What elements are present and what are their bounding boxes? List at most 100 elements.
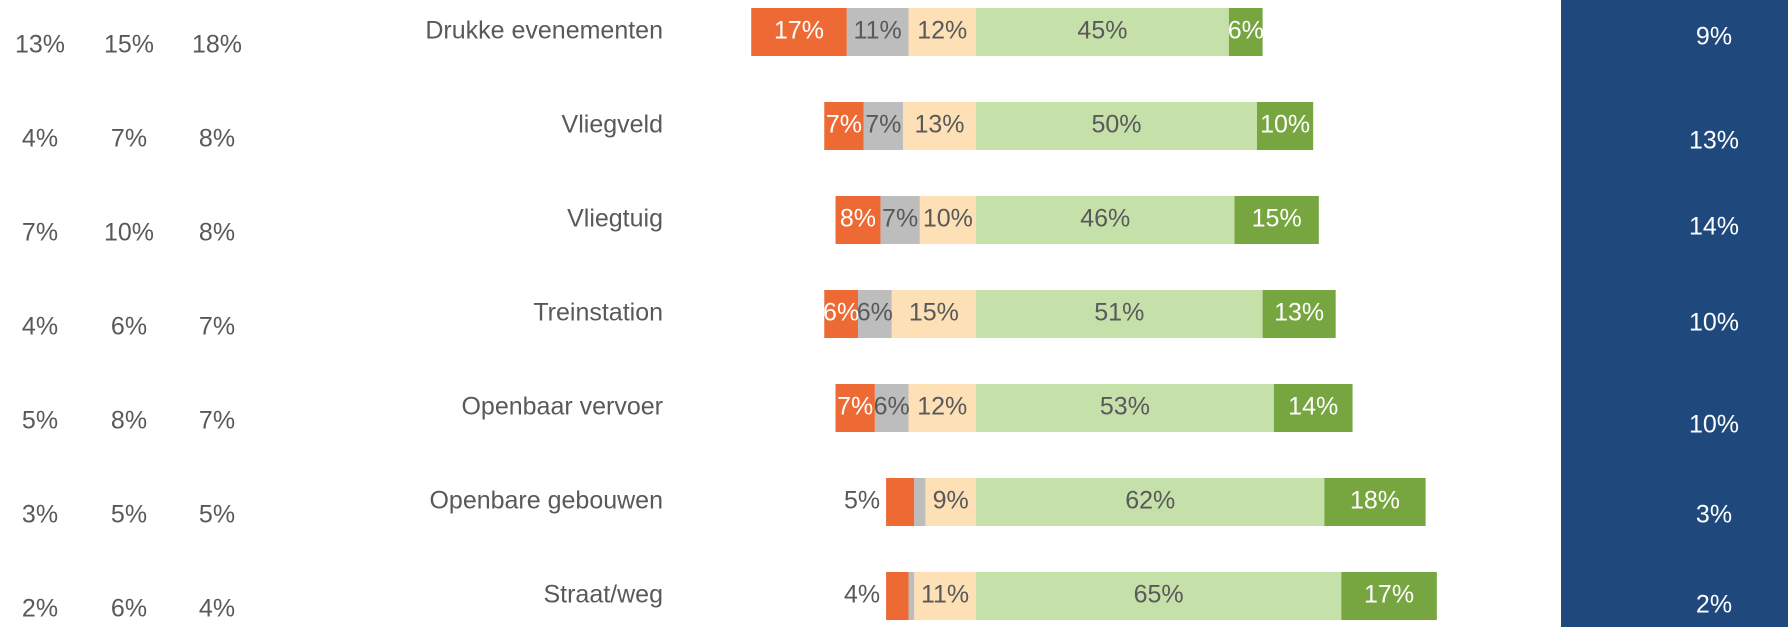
bar-segment xyxy=(919,196,976,244)
right-value: 3% xyxy=(1696,501,1732,529)
left-value: 8% xyxy=(199,125,235,153)
left-value: 5% xyxy=(111,501,147,529)
right-value: 10% xyxy=(1689,309,1739,337)
right-value: 10% xyxy=(1689,411,1739,439)
bar-segment xyxy=(1273,384,1353,432)
value-label: 13% xyxy=(914,111,964,139)
value-label: 62% xyxy=(1125,487,1175,515)
value-label: 5% xyxy=(844,487,880,515)
bar-segment xyxy=(857,290,892,338)
bar-segment xyxy=(835,196,881,244)
value-label: 65% xyxy=(1134,581,1184,609)
value-label: 17% xyxy=(1364,581,1414,609)
bar-segment xyxy=(908,384,976,432)
left-value: 8% xyxy=(111,407,147,435)
value-label: 8% xyxy=(840,205,876,233)
left-value: 4% xyxy=(22,125,58,153)
left-value: 6% xyxy=(111,313,147,341)
category-label: Drukke evenementen xyxy=(425,17,663,45)
value-label: 7% xyxy=(882,205,918,233)
value-label: 13% xyxy=(1274,299,1324,327)
value-label: 14% xyxy=(1288,393,1338,421)
category-label: Straat/weg xyxy=(543,581,663,609)
bar-segment xyxy=(824,102,864,150)
left-value: 5% xyxy=(199,501,235,529)
bar-segment xyxy=(835,384,875,432)
bar-segment xyxy=(863,102,903,150)
value-label: 11% xyxy=(854,17,902,45)
bar-segment xyxy=(1234,196,1319,244)
bar-segment xyxy=(1228,8,1263,56)
bar-segment xyxy=(886,572,909,620)
bar-segment xyxy=(914,572,976,620)
value-label: 7% xyxy=(865,111,901,139)
bar-segment xyxy=(976,8,1229,56)
value-label: 7% xyxy=(837,393,873,421)
right-value: 14% xyxy=(1689,213,1739,241)
category-label: Openbare gebouwen xyxy=(429,487,663,515)
bar-segment xyxy=(1257,102,1314,150)
bar-segment xyxy=(976,196,1235,244)
bar-segment xyxy=(976,572,1342,620)
right-value: 13% xyxy=(1689,127,1739,155)
value-label: 7% xyxy=(826,111,862,139)
bar-segment xyxy=(914,478,926,526)
value-label: 15% xyxy=(909,299,959,327)
left-value: 15% xyxy=(104,31,154,59)
bar-segment xyxy=(886,478,915,526)
bar-segment xyxy=(874,384,909,432)
value-label: 15% xyxy=(1252,205,1302,233)
left-value: 6% xyxy=(111,595,147,623)
left-value: 2% xyxy=(22,595,58,623)
value-label: 12% xyxy=(917,17,967,45)
value-label: 50% xyxy=(1091,111,1141,139)
value-label: 11% xyxy=(921,581,969,609)
category-label: Openbaar vervoer xyxy=(461,393,663,421)
left-value: 5% xyxy=(22,407,58,435)
right-panel xyxy=(1561,0,1788,627)
bar-segment xyxy=(908,572,915,620)
bar-segment xyxy=(976,384,1274,432)
value-label: 12% xyxy=(917,393,967,421)
right-value: 2% xyxy=(1696,591,1732,619)
value-label: 46% xyxy=(1080,205,1130,233)
category-label: Treinstation xyxy=(533,299,663,327)
value-label: 9% xyxy=(933,487,969,515)
bar-segment xyxy=(908,8,976,56)
value-label: 4% xyxy=(844,581,880,609)
value-label: 6% xyxy=(1228,17,1264,45)
value-label: 6% xyxy=(874,393,910,421)
value-label: 6% xyxy=(823,299,859,327)
left-value: 4% xyxy=(22,313,58,341)
value-label: 51% xyxy=(1094,299,1144,327)
bar-segment xyxy=(1341,572,1437,620)
left-value: 8% xyxy=(199,219,235,247)
category-label: Vliegveld xyxy=(562,111,663,139)
left-value: 4% xyxy=(199,595,235,623)
bar-segment xyxy=(902,102,976,150)
value-label: 10% xyxy=(1260,111,1310,139)
bar-segment xyxy=(1262,290,1336,338)
left-value: 7% xyxy=(22,219,58,247)
left-value: 7% xyxy=(111,125,147,153)
value-label: 10% xyxy=(923,205,973,233)
bar-segment xyxy=(891,290,976,338)
bar-segment xyxy=(976,290,1263,338)
value-label: 17% xyxy=(774,17,824,45)
bar-segment xyxy=(824,290,858,338)
bar-segment xyxy=(880,196,920,244)
left-value: 7% xyxy=(199,407,235,435)
right-value: 9% xyxy=(1696,23,1732,51)
left-value: 3% xyxy=(22,501,58,529)
left-value: 13% xyxy=(15,31,65,59)
value-label: 6% xyxy=(857,299,893,327)
bar-segment xyxy=(751,8,847,56)
bar-segment xyxy=(1324,478,1426,526)
bar-segment xyxy=(976,102,1257,150)
bar-segment xyxy=(976,478,1325,526)
bar-segment xyxy=(846,8,909,56)
left-value: 7% xyxy=(199,313,235,341)
category-label: Vliegtuig xyxy=(567,205,663,233)
value-label: 18% xyxy=(1350,487,1400,515)
